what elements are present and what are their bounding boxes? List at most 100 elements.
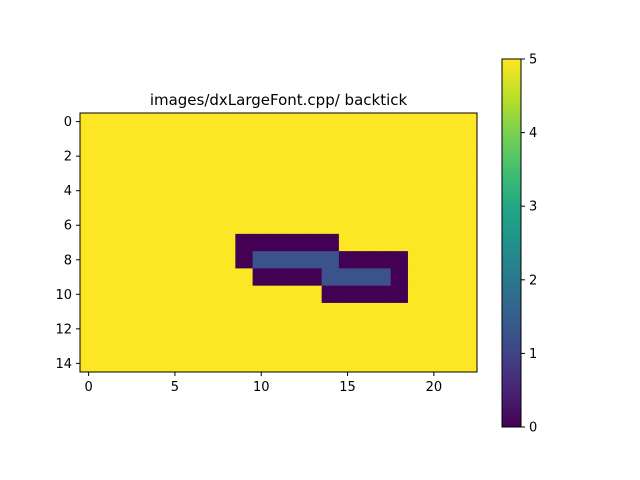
heatmap-cell bbox=[166, 113, 184, 131]
heatmap-cell bbox=[149, 130, 167, 148]
heatmap-cell bbox=[114, 164, 133, 183]
heatmap-cell bbox=[304, 233, 323, 252]
heatmap-cell bbox=[252, 199, 271, 217]
heatmap-cell bbox=[183, 337, 202, 356]
heatmap-cell bbox=[200, 268, 219, 287]
heatmap-cell bbox=[356, 268, 374, 287]
heatmap-cell bbox=[321, 251, 340, 269]
heatmap-cell bbox=[235, 182, 254, 200]
heatmap-cell bbox=[425, 147, 443, 166]
heatmap-cell bbox=[287, 130, 305, 148]
heatmap-cell bbox=[390, 147, 409, 166]
heatmap-cell bbox=[356, 285, 374, 304]
heatmap-cell bbox=[304, 130, 323, 148]
heatmap-cell bbox=[183, 354, 202, 373]
heatmap-cell bbox=[252, 302, 271, 321]
heatmap-cell bbox=[218, 302, 236, 321]
heatmap-cell bbox=[183, 182, 202, 200]
heatmap-cell bbox=[149, 285, 167, 304]
heatmap-cell bbox=[166, 233, 184, 252]
heatmap-cell bbox=[235, 268, 254, 287]
heatmap-cell bbox=[218, 216, 236, 235]
heatmap-cell bbox=[200, 216, 219, 235]
heatmap-cell bbox=[97, 320, 115, 338]
heatmap-cell bbox=[373, 113, 392, 131]
heatmap-cell bbox=[304, 251, 323, 269]
x-tick-label: 15 bbox=[339, 380, 356, 395]
heatmap-cell bbox=[459, 147, 478, 166]
heatmap-cell bbox=[235, 302, 254, 321]
y-tick-label: 0 bbox=[64, 115, 72, 130]
heatmap-cell bbox=[356, 337, 374, 356]
heatmap-cell bbox=[425, 182, 443, 200]
heatmap-cell bbox=[287, 233, 305, 252]
heatmap-cell bbox=[321, 113, 340, 131]
heatmap-cell bbox=[166, 164, 184, 183]
heatmap-cell bbox=[114, 199, 133, 217]
y-tick-label: 14 bbox=[55, 357, 72, 372]
heatmap-cell bbox=[373, 130, 392, 148]
heatmap-cell bbox=[252, 320, 271, 338]
heatmap-cell bbox=[390, 182, 409, 200]
heatmap-cell bbox=[390, 354, 409, 373]
heatmap-cell bbox=[114, 251, 133, 269]
heatmap-cell bbox=[356, 216, 374, 235]
heatmap-cell bbox=[114, 354, 133, 373]
heatmap-cell bbox=[80, 251, 98, 269]
heatmap-cell bbox=[425, 320, 443, 338]
heatmap-cell bbox=[200, 147, 219, 166]
heatmap-cell bbox=[321, 285, 340, 304]
heatmap-cell bbox=[131, 147, 150, 166]
heatmap-cell bbox=[235, 233, 254, 252]
heatmap-cell bbox=[166, 251, 184, 269]
heatmap-cell bbox=[321, 216, 340, 235]
heatmap-cell bbox=[183, 164, 202, 183]
heatmap-cell bbox=[425, 164, 443, 183]
heatmap-cell bbox=[321, 337, 340, 356]
heatmap-cell bbox=[338, 337, 357, 356]
heatmap-cell bbox=[200, 302, 219, 321]
heatmap-cell bbox=[321, 130, 340, 148]
heatmap-cell bbox=[407, 216, 426, 235]
heatmap-cell bbox=[373, 233, 392, 252]
heatmap-cell bbox=[166, 268, 184, 287]
x-tick-label: 20 bbox=[426, 380, 443, 395]
heatmap-cell bbox=[218, 164, 236, 183]
heatmap-cell bbox=[442, 285, 461, 304]
heatmap-cell bbox=[390, 164, 409, 183]
heatmap-cell bbox=[407, 147, 426, 166]
heatmap-cell bbox=[166, 147, 184, 166]
heatmap-cell bbox=[252, 354, 271, 373]
heatmap-cell bbox=[442, 164, 461, 183]
heatmap-cell bbox=[390, 302, 409, 321]
heatmap-cell bbox=[356, 147, 374, 166]
heatmap-cell bbox=[131, 251, 150, 269]
heatmap-cell bbox=[356, 130, 374, 148]
heatmap-cell bbox=[131, 337, 150, 356]
heatmap-cell bbox=[97, 199, 115, 217]
heatmap-cell bbox=[287, 320, 305, 338]
heatmap-cell bbox=[356, 354, 374, 373]
heatmap-cell bbox=[166, 285, 184, 304]
heatmap-cell bbox=[218, 268, 236, 287]
heatmap-cell bbox=[425, 337, 443, 356]
heatmap-cell bbox=[166, 302, 184, 321]
heatmap-cell bbox=[80, 182, 98, 200]
heatmap-cell bbox=[390, 320, 409, 338]
heatmap-cell bbox=[97, 164, 115, 183]
heatmap-cell bbox=[218, 320, 236, 338]
heatmap-cell bbox=[304, 113, 323, 131]
heatmap-cell bbox=[218, 285, 236, 304]
heatmap-cell bbox=[235, 147, 254, 166]
heatmap-cell bbox=[80, 164, 98, 183]
heatmap-cell bbox=[149, 199, 167, 217]
heatmap-cell bbox=[149, 233, 167, 252]
heatmap-cell bbox=[218, 199, 236, 217]
heatmap-cell bbox=[269, 233, 288, 252]
heatmap-cell bbox=[97, 147, 115, 166]
heatmap-cell bbox=[114, 216, 133, 235]
heatmap-cell bbox=[269, 164, 288, 183]
heatmap-cell bbox=[114, 285, 133, 304]
heatmap-cell bbox=[235, 320, 254, 338]
heatmap-cell bbox=[459, 354, 478, 373]
